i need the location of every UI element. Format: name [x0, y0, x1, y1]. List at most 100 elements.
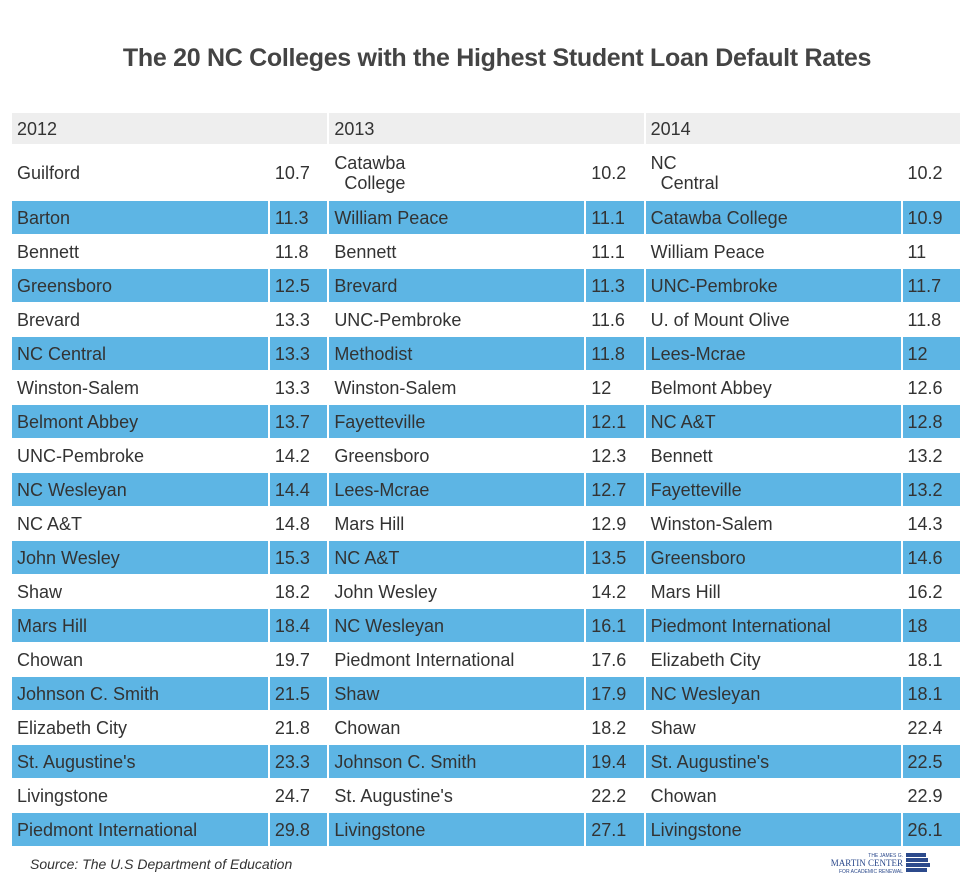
college-name: NC A&T [328, 540, 587, 575]
table-row: Mars Hill 18.4 NC Wesleyan 16.1 Piedmont Int… [12, 608, 962, 643]
default-rate-value: 18.1 [901, 676, 962, 711]
header-row: 2012 2013 2014 [12, 113, 963, 145]
college-name: St. Augustine's [12, 744, 270, 779]
college-name: William Peace [328, 200, 587, 235]
default-rate-value: 11.1 [585, 234, 646, 269]
table-row: Shaw 18.2 John Wesley 14.2 Mars Hill 16.2 [12, 574, 962, 609]
college-name: Winston-Salem [644, 506, 903, 541]
college-name: John Wesley [12, 540, 270, 575]
books-icon [906, 853, 930, 872]
table-row: Elizabeth City 21.8 Chowan 18.2 Shaw 22.4 [12, 710, 962, 745]
default-rate-value: 22.2 [585, 778, 646, 813]
college-name: Johnson C. Smith [12, 676, 270, 711]
college-name: St. Augustine's [644, 744, 903, 779]
default-rate-value: 29.8 [268, 812, 330, 847]
default-rate-value: 14.8 [268, 506, 330, 541]
default-rate-value: 18.4 [268, 608, 330, 643]
college-name: Guilford [12, 144, 270, 201]
college-name: Catawba College [644, 200, 903, 235]
college-name: NC A&T [644, 404, 903, 439]
default-rate-value: 26.1 [901, 812, 962, 847]
college-name: Chowan [644, 778, 903, 813]
college-name: Winston-Salem [328, 370, 587, 405]
college-name: Livingstone [644, 812, 903, 847]
default-rate-value: 13.3 [268, 302, 330, 337]
default-rate-value: 11.3 [585, 268, 646, 303]
source-note: Source: The U.S Department of Education [30, 856, 293, 872]
college-name: UNC-Pembroke [644, 268, 903, 303]
college-name: John Wesley [328, 574, 587, 609]
college-name: U. of Mount Olive [644, 302, 903, 337]
default-rate-value: 12.5 [268, 268, 330, 303]
college-name: Chowan [12, 642, 270, 677]
college-name: Shaw [328, 676, 587, 711]
default-rate-value: 17.9 [585, 676, 646, 711]
college-name: Elizabeth City [644, 642, 903, 677]
default-rate-value: 19.7 [268, 642, 330, 677]
college-name: NC Central [644, 144, 903, 201]
college-name: UNC-Pembroke [328, 302, 587, 337]
college-name: Winston-Salem [12, 370, 270, 405]
default-rate-value: 18.1 [901, 642, 962, 677]
default-rate-value: 21.8 [268, 710, 330, 745]
default-rate-value: 12.8 [901, 404, 962, 439]
default-rate-value: 18.2 [268, 574, 330, 609]
college-name: Catawba College [328, 144, 587, 201]
college-name: Livingstone [12, 778, 270, 813]
college-name: Bennett [644, 438, 903, 473]
college-name: Chowan [328, 710, 587, 745]
table-row: UNC-Pembroke 14.2 Greensboro 12.3 Bennett 13.… [12, 438, 962, 473]
table-row: Guilford 10.7 Catawba College 10.2 NC Centra… [12, 144, 962, 201]
table-row: Piedmont International 29.8 Livingstone 27.… [12, 812, 962, 847]
default-rate-value: 12.7 [585, 472, 646, 507]
college-name: NC Wesleyan [644, 676, 903, 711]
college-name: Bennett [328, 234, 587, 269]
college-name: Belmont Abbey [644, 370, 903, 405]
default-rate-value: 21.5 [268, 676, 330, 711]
college-name: Elizabeth City [12, 710, 270, 745]
default-rate-value: 17.6 [585, 642, 646, 677]
college-name: Bennett [12, 234, 270, 269]
college-name: Mars Hill [328, 506, 587, 541]
default-rate-value: 11.3 [268, 200, 330, 235]
table-row: Greensboro 12.5 Brevard 11.3 UNC-Pembroke 11.… [12, 268, 962, 303]
college-name: UNC-Pembroke [12, 438, 270, 473]
logo-line2: MARTIN CENTER [831, 858, 903, 868]
logo-line1: THE JAMES G. [868, 853, 903, 859]
default-rate-value: 11.8 [585, 336, 646, 371]
table-row: NC A&T 14.8 Mars Hill 12.9 Winston-Salem 14.3 [12, 506, 962, 541]
table-row: Chowan 19.7 Piedmont International 17.6 Eliz… [12, 642, 962, 677]
default-rate-value: 14.2 [268, 438, 330, 473]
default-rate-value: 12.6 [901, 370, 962, 405]
college-name: Livingstone [328, 812, 587, 847]
default-rate-value: 13.2 [901, 438, 962, 473]
default-rate-value: 24.7 [268, 778, 330, 813]
default-rate-value: 19.4 [585, 744, 646, 779]
table-row: Livingstone 24.7 St. Augustine's 22.2 Chowan… [12, 778, 962, 813]
college-name: NC Wesleyan [12, 472, 270, 507]
default-rate-value: 22.4 [901, 710, 962, 745]
default-rate-value: 14.6 [901, 540, 962, 575]
college-name: Mars Hill [12, 608, 270, 643]
default-rate-value: 14.4 [268, 472, 330, 507]
logo-line3: FOR ACADEMIC RENEWAL [839, 869, 903, 875]
college-name: Greensboro [12, 268, 270, 303]
college-name: Greensboro [328, 438, 587, 473]
college-name: Shaw [12, 574, 270, 609]
default-rate-value: 12 [901, 336, 962, 371]
default-rate-value: 12 [585, 370, 646, 405]
college-name: William Peace [644, 234, 903, 269]
college-name: Lees-Mcrae [644, 336, 903, 371]
year-header: 2013 [328, 113, 646, 145]
college-name: Piedmont International [644, 608, 903, 643]
default-rate-value: 13.5 [585, 540, 646, 575]
table-row: NC Wesleyan 14.4 Lees-Mcrae 12.7 Fayettevill… [12, 472, 962, 507]
college-name: Fayetteville [328, 404, 587, 439]
year-header: 2012 [12, 113, 330, 145]
martin-center-logo: THE JAMES G. MARTIN CENTER FOR ACADEMIC … [831, 853, 930, 875]
default-rate-value: 16.1 [585, 608, 646, 643]
college-name: Brevard [328, 268, 587, 303]
default-rate-value: 13.3 [268, 336, 330, 371]
table-row: John Wesley 15.3 NC A&T 13.5 Greensboro 14.6 [12, 540, 962, 575]
default-rate-value: 13.3 [268, 370, 330, 405]
